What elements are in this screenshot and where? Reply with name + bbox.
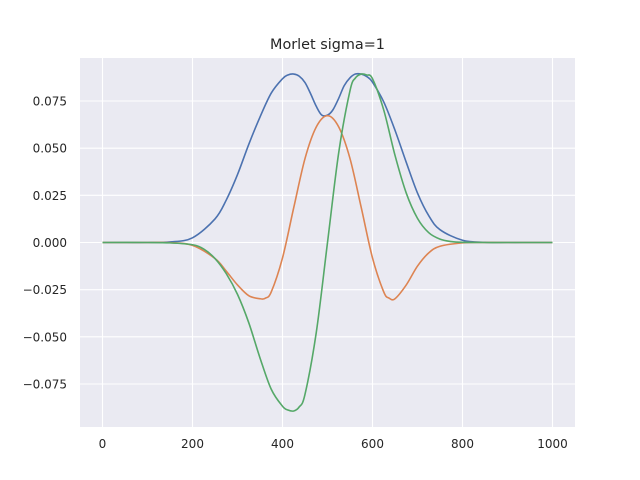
y-tick-label: −0.050: [23, 330, 67, 344]
series-lines: [102, 72, 553, 412]
x-tick-label: 600: [361, 437, 384, 451]
x-tick-label: 800: [451, 437, 474, 451]
y-tick-label: 0.000: [33, 236, 67, 250]
series-line-2: [102, 114, 553, 301]
y-tick-label: 0.025: [33, 189, 67, 203]
y-tick-label: 0.075: [33, 95, 67, 109]
y-tick-label: −0.075: [23, 377, 67, 391]
x-tick-label: 200: [181, 437, 204, 451]
y-tick-label: −0.025: [23, 283, 67, 297]
series-line-3: [102, 73, 553, 412]
x-tick-labels: 0 200 400 600 800 1000: [99, 437, 568, 451]
y-tick-labels: 0.075 0.050 0.025 0.000 −0.025 −0.050 −0.075: [23, 95, 67, 392]
x-tick-label: 1000: [537, 437, 568, 451]
x-tick-label: 0: [99, 437, 107, 451]
chart-title: Morlet sigma=1: [270, 37, 385, 53]
y-tick-label: 0.050: [33, 142, 67, 156]
x-tick-label: 400: [271, 437, 294, 451]
